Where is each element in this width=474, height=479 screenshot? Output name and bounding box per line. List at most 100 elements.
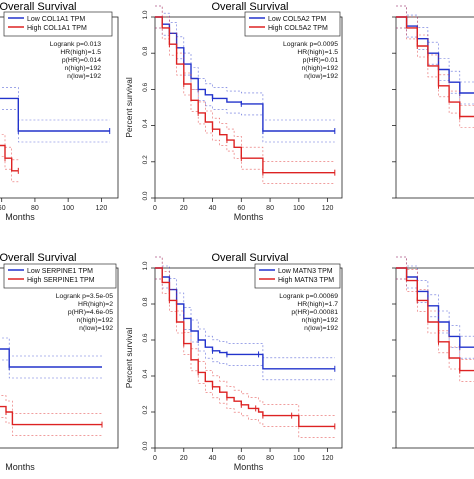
survival-curve-high: [0, 144, 19, 172]
legend-label: High COL1A1 TPM: [27, 25, 87, 32]
km-panel-6: 0.0 0.2 0.4 0.6 0.8 1.0 Percent survival: [383, 256, 474, 451]
x-tick-label: 0: [153, 455, 157, 462]
x-tick-label: 100: [62, 205, 74, 212]
stats-line: n(high)=192: [65, 65, 102, 72]
legend-box: [3, 263, 117, 289]
confidence-band-upper: [155, 256, 335, 359]
survival-curve-high: [155, 16, 335, 174]
y-tick-label: 0.0: [383, 441, 390, 450]
stats-line: HR(high)=2: [78, 301, 113, 308]
confidence-band-upper: [396, 256, 474, 337]
confidence-band-upper: [0, 337, 102, 357]
chart-title: Overall Survival: [211, 1, 288, 13]
survival-curve-high: [155, 267, 335, 428]
confidence-band-lower: [155, 27, 335, 184]
confidence-band-lower: [155, 278, 335, 438]
stats-line: n(low)=192: [67, 73, 101, 80]
x-tick-label: 120: [96, 205, 108, 212]
survival-curve-high: [396, 267, 474, 372]
chart-title: Overall Survival: [0, 1, 77, 13]
stats-line: n(high)=192: [77, 317, 114, 324]
legend: Low MATN3 TPM High MATN3 TPM: [254, 263, 341, 289]
legend: Low SERPINE1 TPM High SERPINE1 TPM: [3, 263, 117, 289]
confidence-band-lower: [396, 278, 474, 359]
confidence-band-upper: [396, 5, 474, 83]
y-tick-label: 0.4: [383, 119, 390, 128]
y-tick-label: 0.2: [383, 155, 390, 164]
legend-label: Low SERPINE1 TPM: [27, 268, 93, 275]
y-axis-label: Percent survival: [124, 328, 134, 389]
x-tick-label: 40: [209, 205, 217, 212]
y-tick-label: 1.0: [383, 10, 390, 19]
chart-title: Overall Survival: [211, 252, 288, 264]
stats-line: HR(high)=1.5: [297, 49, 338, 56]
x-tick-label: 80: [31, 205, 39, 212]
confidence-band-upper: [155, 5, 335, 162]
confidence-band-upper: [0, 134, 19, 161]
x-tick-label: 0: [153, 205, 157, 212]
legend-label: Low COL5A2 TPM: [268, 16, 326, 23]
chart-title: Overall Survival: [0, 252, 77, 264]
legend: Low COL5A2 TPM High COL5A2 TPM: [244, 11, 341, 37]
x-tick-label: 100: [293, 205, 305, 212]
y-tick-label: 1.0: [142, 261, 149, 270]
x-tick-label: 80: [266, 205, 274, 212]
y-tick-label: 0.8: [383, 46, 390, 55]
legend-label: High COL5A2 TPM: [268, 25, 328, 32]
y-tick-label: 1.0: [383, 261, 390, 270]
km-panel-3: 0.0 0.2 0.4 0.6 0.8 1.0 Percent survival: [383, 5, 474, 201]
confidence-band-lower: [0, 156, 19, 183]
confidence-band-lower: [0, 417, 102, 436]
plot-frame: [395, 16, 474, 199]
confidence-band-lower: [396, 278, 474, 382]
confidence-band-upper: [0, 87, 110, 121]
y-tick-label: 0.0: [142, 191, 149, 200]
x-axis-label: Months: [234, 212, 264, 222]
stats-line: Logrank p=0.013: [50, 41, 101, 48]
legend-label: Low MATN3 TPM: [278, 268, 333, 275]
survival-curve-high: [396, 16, 474, 118]
survival-curve-low: [396, 267, 474, 348]
x-axis-label: Months: [5, 212, 35, 222]
y-tick-label: 0.2: [383, 405, 390, 414]
y-tick-label: 0.8: [383, 297, 390, 306]
x-tick-label: 60: [237, 455, 245, 462]
km-panel-5: 0.0 0.2 0.4 0.6 0.8 1.0 Percent survival 0 20 40 6…: [124, 252, 343, 472]
x-tick-label: 60: [0, 205, 6, 212]
confidence-band-lower: [0, 359, 102, 379]
legend-box: [254, 263, 341, 289]
stats-line: n(low)=192: [304, 73, 338, 80]
y-tick-label: 0.4: [142, 119, 149, 128]
panel-clip-group-6: 0.0 0.2 0.4 0.6 0.8 1.0 Percent survival: [383, 256, 474, 451]
confidence-band-upper: [396, 5, 474, 106]
x-tick-label: 60: [237, 205, 245, 212]
y-tick-label: 0.8: [142, 297, 149, 306]
y-tick-label: 0.6: [142, 333, 149, 342]
legend-label: Low COL1A1 TPM: [27, 16, 85, 23]
panel-clip-group-3: 0.0 0.2 0.4 0.6 0.8 1.0 Percent survival: [383, 5, 474, 201]
km-panel-2: 0.0 0.2 0.4 0.6 0.8 1.0 Percent survival 0 20 40 6…: [124, 1, 343, 222]
y-tick-label: 0.2: [142, 405, 149, 414]
legend-box: [244, 11, 341, 37]
x-tick-label: 20: [180, 455, 188, 462]
x-axis-label: Months: [5, 462, 35, 472]
stats-line: p(HR)=4.6e-05: [68, 309, 113, 316]
legend: Low COL1A1 TPM High COL1A1 TPM: [3, 11, 113, 37]
y-tick-label: 0.2: [142, 155, 149, 164]
legend-box: [3, 11, 113, 37]
stats-line: Logrank p=0.00069: [279, 293, 338, 300]
stats-line: HR(high)=1.7: [297, 301, 338, 308]
km-panel-4: Months Overall Survival Low SERPINE1 TPM Hi…: [0, 252, 119, 472]
y-tick-label: 0.0: [383, 191, 390, 200]
survival-curve-low: [396, 16, 474, 94]
stats-line: p(HR)=0.01: [303, 57, 339, 64]
survival-curve-low: [155, 16, 335, 132]
y-tick-label: 0.6: [383, 83, 390, 92]
confidence-band-lower: [0, 109, 110, 143]
y-tick-label: 1.0: [142, 10, 149, 19]
stats-line: p(HR)=0.00081: [291, 309, 338, 316]
plot-frame: [154, 267, 343, 449]
